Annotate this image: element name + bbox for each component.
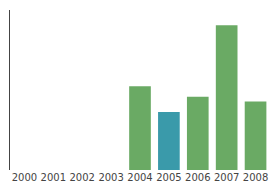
svg-text:2006: 2006 — [185, 172, 210, 183]
svg-text:2004: 2004 — [127, 172, 152, 183]
svg-text:2001: 2001 — [41, 172, 66, 183]
svg-text:2005: 2005 — [156, 172, 181, 183]
svg-text:2007: 2007 — [214, 172, 239, 183]
svg-text:2008: 2008 — [243, 172, 268, 183]
svg-text:2003: 2003 — [98, 172, 123, 183]
svg-text:2000: 2000 — [12, 172, 37, 183]
svg-text:2002: 2002 — [69, 172, 94, 183]
